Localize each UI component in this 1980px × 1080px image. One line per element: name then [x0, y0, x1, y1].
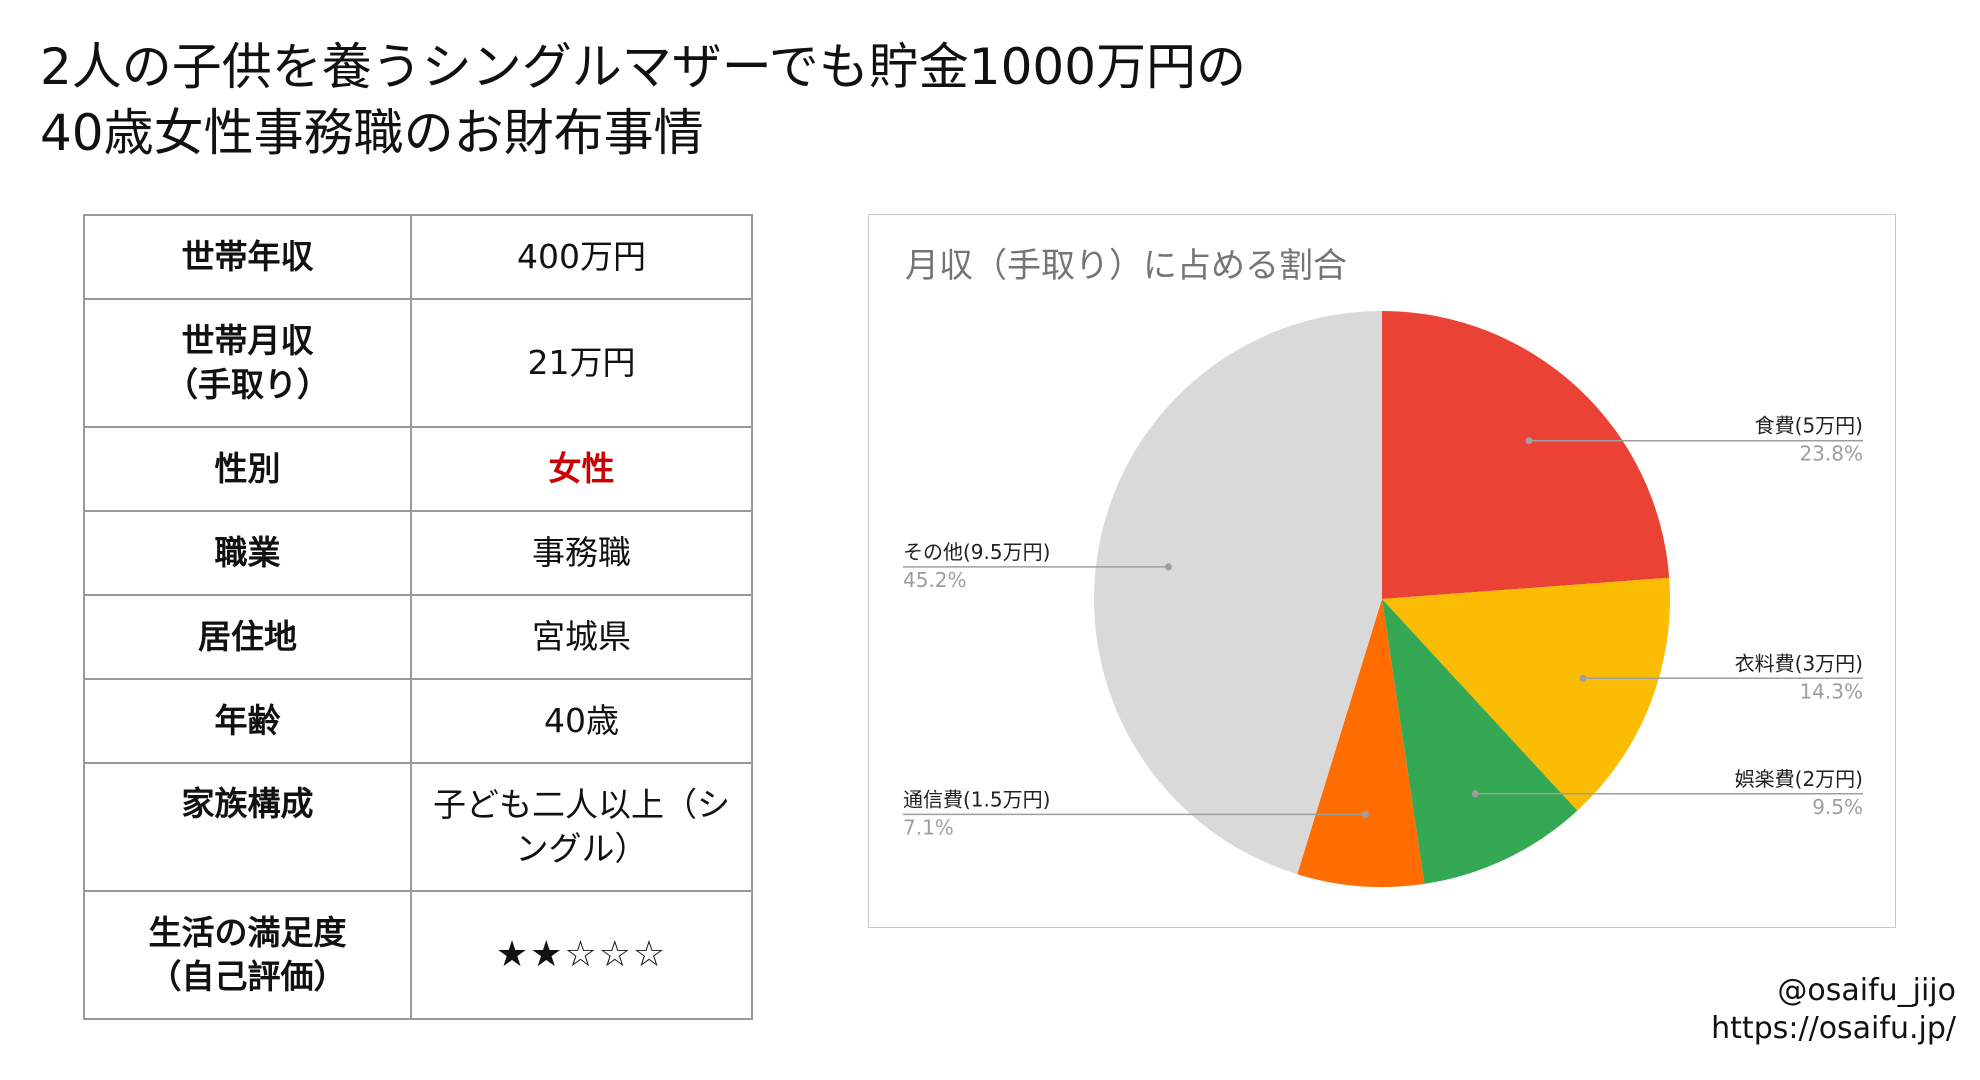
slice-percent-label: 14.3%	[1799, 679, 1863, 703]
pie-slice	[1382, 311, 1670, 599]
author-handle: @osaifu_jijo	[1777, 973, 1956, 1008]
row-value-gender: 女性	[410, 426, 753, 512]
row-label-monthly-income: 世帯月収 （手取り）	[83, 298, 412, 428]
row-value-monthly-income: 21万円	[410, 298, 753, 428]
author-url-link[interactable]: https://osaifu.jp/	[1711, 1011, 1956, 1046]
row-value-satisfaction-stars: ★★☆☆☆	[410, 890, 753, 1020]
row-value-age: 40歳	[410, 678, 753, 764]
pie-slice	[1382, 599, 1578, 884]
row-label-gender: 性別	[83, 426, 412, 512]
slice-percent-label: 45.2%	[903, 568, 967, 592]
row-label-family: 家族構成	[83, 762, 412, 892]
slice-percent-label: 23.8%	[1799, 442, 1863, 466]
pie-slice	[1382, 577, 1670, 811]
row-label-residence: 居住地	[83, 594, 412, 680]
slice-percent-label: 7.1%	[903, 815, 954, 839]
author-credit: @osaifu_jijo https://osaifu.jp/	[1711, 972, 1956, 1048]
row-label-annual-income: 世帯年収	[83, 214, 412, 300]
table-row: 居住地 宮城県	[83, 594, 753, 680]
slice-percent-label: 9.5%	[1812, 795, 1863, 819]
slice-label: 娯楽費(2万円)	[1735, 767, 1863, 791]
profile-table: 世帯年収 400万円 世帯月収 （手取り） 21万円 性別 女性 職業 事務職 …	[83, 214, 753, 1020]
page-title: 2人の子供を養うシングルマザーでも貯金1000万円の 40歳女性事務職のお財布事…	[40, 34, 1246, 166]
slice-label: 通信費(1.5万円)	[903, 787, 1050, 811]
pie-slices	[1094, 311, 1670, 887]
row-value-occupation: 事務職	[410, 510, 753, 596]
row-value-annual-income: 400万円	[410, 214, 753, 300]
leader-dot	[1164, 563, 1172, 571]
pie-leader-lines	[903, 437, 1863, 818]
row-value-family: 子ども二人以上（シ ングル）	[410, 762, 753, 892]
table-row: 世帯月収 （手取り） 21万円	[83, 298, 753, 428]
table-row: 生活の満足度 （自己評価） ★★☆☆☆	[83, 890, 753, 1020]
slice-label: 食費(5万円)	[1755, 414, 1863, 438]
table-row: 家族構成 子ども二人以上（シ ングル）	[83, 762, 753, 892]
table-row: 年齢 40歳	[83, 678, 753, 764]
pie-chart: 月収（手取り）に占める割合 食費(5万円) 23.8% 衣料費(3万円) 14.3% 娯…	[868, 214, 1896, 928]
slice-label: 衣料費(3万円)	[1735, 651, 1863, 675]
row-value-residence: 宮城県	[410, 594, 753, 680]
page-title-line-1: 2人の子供を養うシングルマザーでも貯金1000万円の	[40, 38, 1247, 96]
table-row: 世帯年収 400万円	[83, 214, 753, 300]
table-row: 性別 女性	[83, 426, 753, 512]
row-label-occupation: 職業	[83, 510, 412, 596]
pie-slice	[1094, 311, 1382, 875]
row-label-age: 年齢	[83, 678, 412, 764]
page-title-line-2: 40歳女性事務職のお財布事情	[40, 104, 704, 162]
pie-chart-svg: 月収（手取り）に占める割合 食費(5万円) 23.8% 衣料費(3万円) 14.3% 娯…	[903, 246, 1863, 887]
row-label-satisfaction: 生活の満足度 （自己評価）	[83, 890, 412, 1020]
chart-title: 月収（手取り）に占める割合	[905, 246, 1347, 286]
table-row: 職業 事務職	[83, 510, 753, 596]
pie-labels: 食費(5万円) 23.8% 衣料費(3万円) 14.3% 娯楽費(2万円) 9.5% 通信費…	[903, 414, 1863, 840]
slice-label: その他(9.5万円)	[903, 540, 1050, 564]
